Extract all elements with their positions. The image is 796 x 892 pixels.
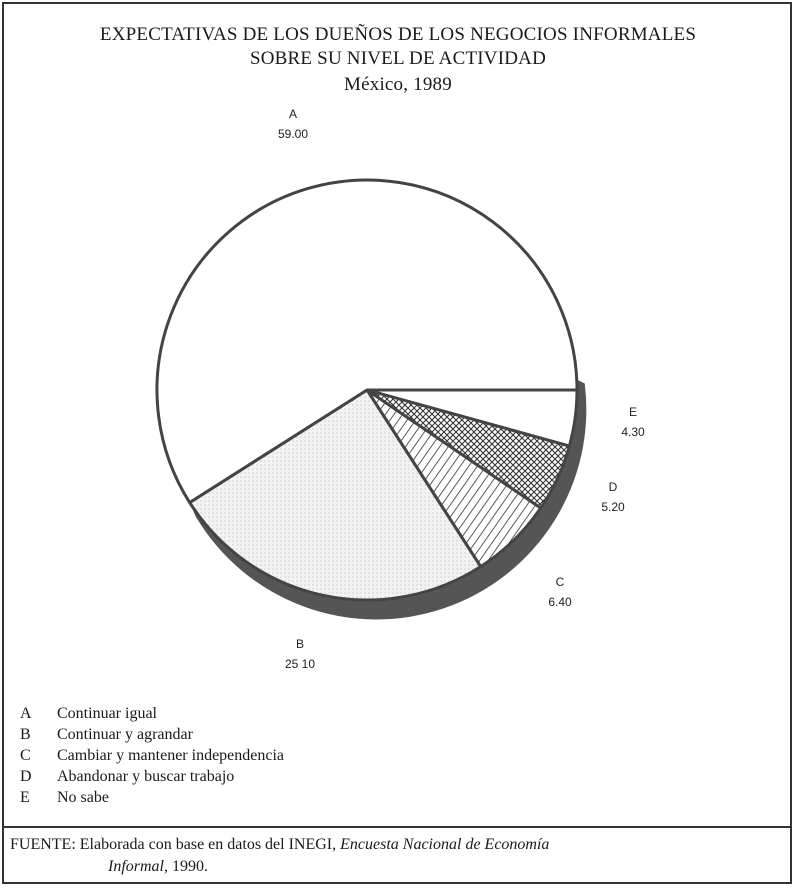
legend-text: No sabe: [57, 789, 109, 806]
source-year: , 1990.: [164, 858, 208, 875]
source-divider: [2, 826, 792, 828]
legend-text: Continuar igual: [57, 705, 157, 722]
source-publication-end: Informal: [108, 858, 164, 875]
slice-key-label: B: [296, 637, 304, 651]
source-text: Elaborada con base en datos del INEGI,: [79, 836, 337, 853]
legend-key: A: [20, 705, 32, 722]
pie-chart: A 59.00 B 25 10 C 6.40 D 5.20 E 4.30: [155, 107, 645, 671]
slice-key-label: E: [629, 405, 637, 419]
slice-value-label: 5.20: [601, 500, 625, 514]
legend-key: B: [20, 726, 31, 743]
slice-value-label: 6.40: [548, 595, 572, 609]
legend-item-b: B Continuar y agrandar: [20, 724, 284, 745]
legend-key: C: [20, 747, 31, 764]
chart-title-line2: SOBRE SU NIVEL DE ACTIVIDAD: [249, 48, 547, 69]
slice-key-label: D: [609, 480, 618, 494]
slice-value-label: 4.30: [621, 425, 645, 439]
legend-text: Continuar y agrandar: [57, 726, 193, 743]
legend-key: D: [20, 768, 32, 785]
legend-item-a: A Continuar igual: [20, 703, 284, 724]
pie-slice-b: [187, 387, 483, 602]
source-publication-line2: Informal, 1990.: [10, 856, 790, 878]
source-publication: Encuesta Nacional de Economía: [340, 836, 550, 853]
legend-text: Cambiar y mantener independencia: [57, 747, 285, 764]
slice-value-label: 25 10: [285, 657, 315, 671]
chart-title: EXPECTATIVAS DE LOS DUEÑOS DE LOS NEGOCI…: [99, 24, 697, 45]
source-note: FUENTE: Elaborada con base en datos del …: [10, 834, 790, 878]
slice-value-label: 59.00: [278, 127, 308, 141]
legend-item-d: D Abandonar y buscar trabajo: [20, 766, 284, 787]
legend-item-e: E No sabe: [20, 787, 284, 808]
legend-key: E: [20, 789, 30, 806]
source-prefix: FUENTE:: [10, 836, 76, 853]
legend-item-c: C Cambiar y mantener independencia: [20, 745, 284, 766]
legend-text: Abandonar y buscar trabajo: [57, 768, 235, 785]
chart-subtitle: México, 1989: [344, 74, 452, 95]
pie-slice-a: [155, 178, 579, 505]
slice-key-label: C: [556, 575, 565, 589]
legend: A Continuar igual B Continuar y agrandar…: [20, 703, 284, 808]
slice-key-label: A: [289, 107, 297, 121]
